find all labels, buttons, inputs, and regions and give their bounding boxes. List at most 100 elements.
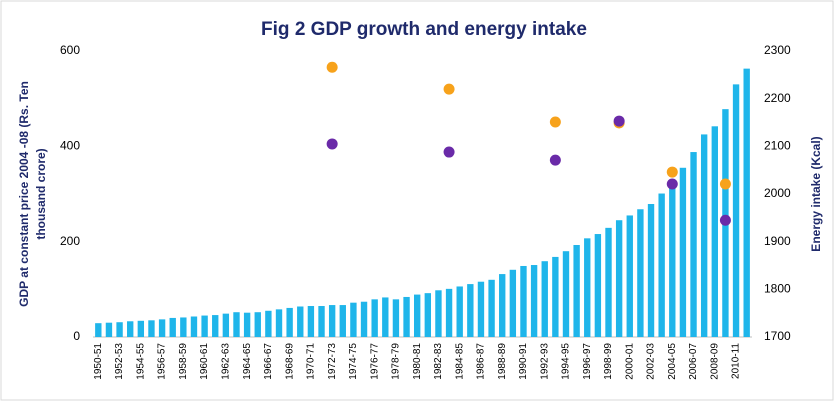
x-tick-label: 1978-79	[391, 343, 402, 380]
x-tick-label: 1988-89	[497, 343, 508, 380]
bar	[552, 256, 559, 337]
bar	[286, 307, 293, 337]
y-tick-label: 600	[60, 43, 80, 57]
x-tick-label: 1966-67	[263, 343, 274, 380]
y-axis-title: GDP at constant price 2004 -08 (Rs. Ten	[17, 81, 31, 307]
x-tick-label: 1974-75	[348, 343, 359, 380]
bar	[467, 284, 474, 337]
dot	[613, 115, 625, 127]
y-tick-label: 200	[60, 234, 80, 248]
bar	[201, 315, 208, 337]
x-tick-label: 1994-95	[561, 343, 572, 380]
bar	[137, 320, 145, 337]
bar	[711, 126, 718, 338]
bar	[222, 313, 230, 337]
y-tick-label: 400	[60, 139, 80, 153]
bar	[700, 134, 708, 337]
bar	[297, 306, 304, 337]
bar	[615, 220, 623, 337]
y2-tick-label: 2100	[764, 139, 791, 153]
x-tick-label: 1980-81	[412, 343, 423, 380]
dot	[443, 146, 455, 158]
x-tick-label: 1998-99	[603, 343, 614, 380]
chart-title: Fig 2 GDP growth and energy intake	[261, 19, 587, 40]
y2-tick-label: 1900	[764, 234, 791, 248]
x-tick-label: 1996-97	[582, 343, 593, 380]
y2-tick-label: 2200	[764, 91, 791, 105]
bar	[382, 297, 389, 337]
bar	[626, 215, 633, 337]
x-tick-label: 2010-11	[731, 343, 742, 379]
bar	[95, 323, 102, 337]
x-tick-label: 1952-53	[114, 343, 125, 380]
bar	[148, 320, 155, 337]
dot	[719, 178, 731, 190]
x-tick-label: 1982-83	[433, 343, 444, 380]
bar	[509, 269, 517, 337]
bar	[435, 290, 442, 337]
bar	[690, 152, 697, 337]
bar	[318, 306, 325, 337]
x-tick-label: 1992-93	[539, 343, 550, 380]
bar	[573, 245, 580, 337]
bar	[339, 305, 346, 337]
bar	[488, 279, 495, 337]
dot	[549, 116, 561, 128]
bar	[254, 312, 261, 337]
bar	[328, 305, 336, 337]
x-tick-label: 2006-07	[688, 343, 699, 380]
dot	[666, 166, 678, 178]
x-tick-label: 1976-77	[369, 343, 380, 380]
x-tick-label: 2008-09	[709, 343, 720, 380]
y2-tick-label: 1700	[764, 329, 791, 343]
x-tick-label: 1970-71	[306, 343, 317, 380]
x-tick-label: 1962-63	[221, 343, 232, 380]
x-tick-label: 1960-61	[199, 343, 210, 380]
bar	[243, 312, 251, 337]
dot	[549, 154, 561, 166]
bar	[499, 274, 506, 337]
bar	[350, 302, 357, 337]
bar	[265, 310, 272, 337]
bar	[371, 299, 378, 337]
bar	[424, 293, 432, 337]
x-tick-label: 1958-59	[178, 343, 189, 380]
x-tick-label: 2000-01	[624, 343, 635, 380]
bar	[360, 301, 368, 337]
bar	[637, 209, 644, 337]
bar	[732, 84, 740, 337]
bar	[127, 321, 134, 337]
y2-tick-label: 1800	[764, 282, 791, 296]
x-tick-label: 1950-51	[93, 343, 104, 380]
x-tick-label: 1984-85	[454, 343, 465, 380]
bar	[307, 306, 315, 337]
bar	[584, 238, 591, 337]
bar	[456, 286, 463, 337]
dot	[443, 83, 455, 95]
bar	[562, 251, 570, 337]
bar	[392, 299, 400, 337]
bar	[275, 309, 283, 337]
y2-tick-label: 2000	[764, 186, 791, 200]
dot	[666, 178, 678, 190]
bar	[105, 322, 113, 337]
bar	[520, 265, 527, 337]
x-tick-label: 1964-65	[242, 343, 253, 380]
y2-tick-label: 2300	[764, 43, 791, 57]
bar	[477, 281, 485, 337]
y2-axis-title: Energy intake (Kcal)	[809, 136, 823, 251]
x-tick-label: 2002-03	[646, 343, 657, 380]
bar	[116, 322, 123, 337]
bar	[594, 234, 602, 337]
x-tick-label: 1956-57	[157, 343, 168, 380]
bar	[190, 316, 198, 337]
bar	[212, 315, 219, 337]
bar	[413, 294, 421, 337]
bar	[658, 193, 665, 337]
x-tick-label: 2004-05	[667, 343, 678, 380]
dot	[326, 138, 338, 150]
y-axis-title: thousand crore)	[34, 148, 48, 239]
x-tick-label: 1990-91	[518, 343, 529, 380]
bar	[233, 312, 240, 337]
